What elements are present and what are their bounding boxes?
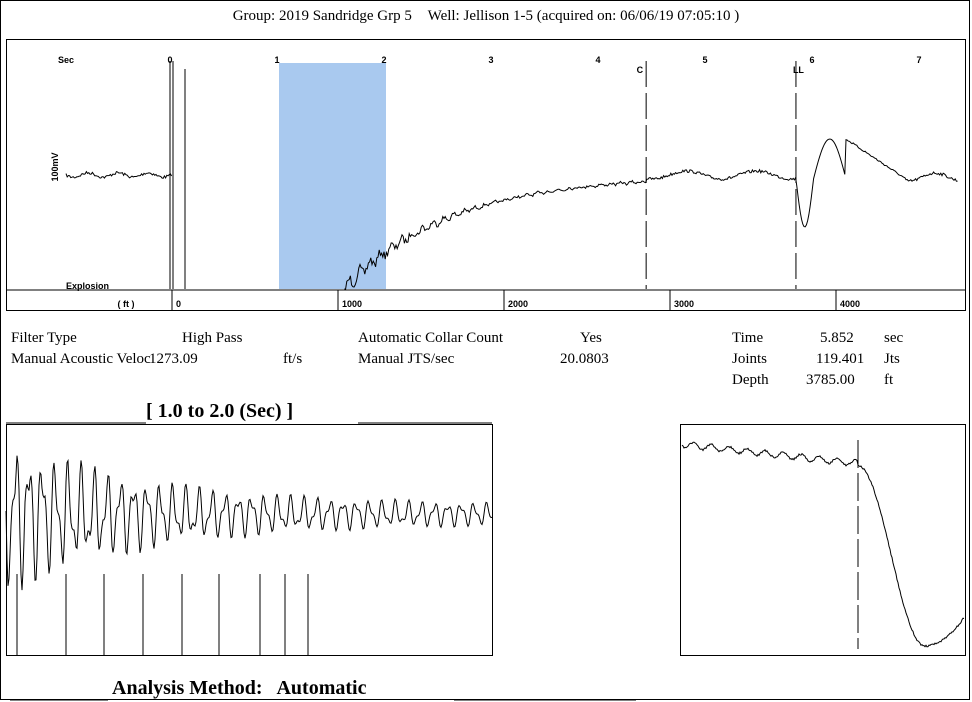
ft-tick-0: 0: [176, 299, 181, 309]
header: Group: 2019 Sandridge Grp 5 Well: Jellis…: [0, 8, 972, 25]
marker-label-c: C: [637, 65, 644, 75]
time-label: Time: [732, 330, 764, 346]
velocity-value: 1273.09: [149, 351, 198, 367]
zoom-title: [ 1.0 to 2.0 (Sec) ]: [146, 400, 294, 422]
highlight-region: [279, 63, 386, 289]
jts-value: 20.0803: [560, 351, 609, 367]
sec-tick-1: 1: [274, 55, 279, 65]
sec-tick-3: 3: [488, 55, 493, 65]
marker-trace: [681, 441, 965, 648]
sec-tick-5: 5: [702, 55, 707, 65]
sec-tick-0: 0: [167, 55, 172, 65]
ft-tick-3000: 3000: [674, 299, 694, 309]
marker-label-ll: LL: [793, 65, 804, 75]
ft-tick-2000: 2000: [508, 299, 528, 309]
sec-tick-6: 6: [809, 55, 814, 65]
ft-tick-4000: 4000: [840, 299, 860, 309]
collar-label: Automatic Collar Count: [358, 330, 503, 346]
zoom-trace: [5, 455, 493, 591]
explosion-label: Explosion: [66, 281, 109, 291]
main-trace-post: [344, 138, 958, 290]
analysis-label: Analysis Method:: [112, 677, 263, 699]
zoom-chart[interactable]: [5, 424, 493, 656]
main-chart-box: [6, 39, 966, 311]
ft-axis-label: ( ft ): [118, 299, 135, 309]
marker-chart-box: [680, 424, 966, 656]
time-unit: sec: [884, 330, 904, 346]
ft-tick-1000: 1000: [342, 299, 362, 309]
filter-type-value: High Pass: [182, 330, 243, 346]
analysis-value: Automatic: [276, 677, 367, 699]
sec-tick-4: 4: [595, 55, 600, 65]
y-axis-label: 100mV: [50, 152, 60, 181]
velocity-unit: ft/s: [283, 351, 303, 367]
main-trace-pre: [65, 170, 173, 179]
joints-unit: Jts: [884, 351, 900, 367]
joints-value: 119.401: [816, 351, 865, 367]
depth-label: Depth: [732, 372, 769, 388]
analysis-method: Analysis Method: Automatic: [112, 677, 366, 700]
marker-chart[interactable]: [680, 424, 966, 656]
velocity-label: Manual Acoustic Veloc: [11, 351, 151, 367]
sec-tick-7: 7: [916, 55, 921, 65]
joints-label: Joints: [732, 351, 768, 367]
sec-axis-label: Sec: [58, 55, 74, 65]
group-label: Group: 2019 Sandridge Grp 5: [232, 8, 412, 24]
time-value: 5.852: [820, 330, 854, 346]
jts-label: Manual JTS/sec: [358, 351, 455, 367]
filter-type-label: Filter Type: [11, 330, 77, 346]
main-chart[interactable]: Sec 0 1 2 3 4 5 6 7 100mV Explosion C LL ( ft ) 0 1000 2…: [6, 39, 966, 311]
sec-tick-2: 2: [381, 55, 386, 65]
collar-value: Yes: [580, 330, 602, 346]
depth-value: 3785.00: [806, 372, 855, 388]
depth-unit: ft: [884, 372, 894, 388]
well-label: Well: Jellison 1-5 (acquired on: 06/06/1…: [427, 8, 740, 24]
